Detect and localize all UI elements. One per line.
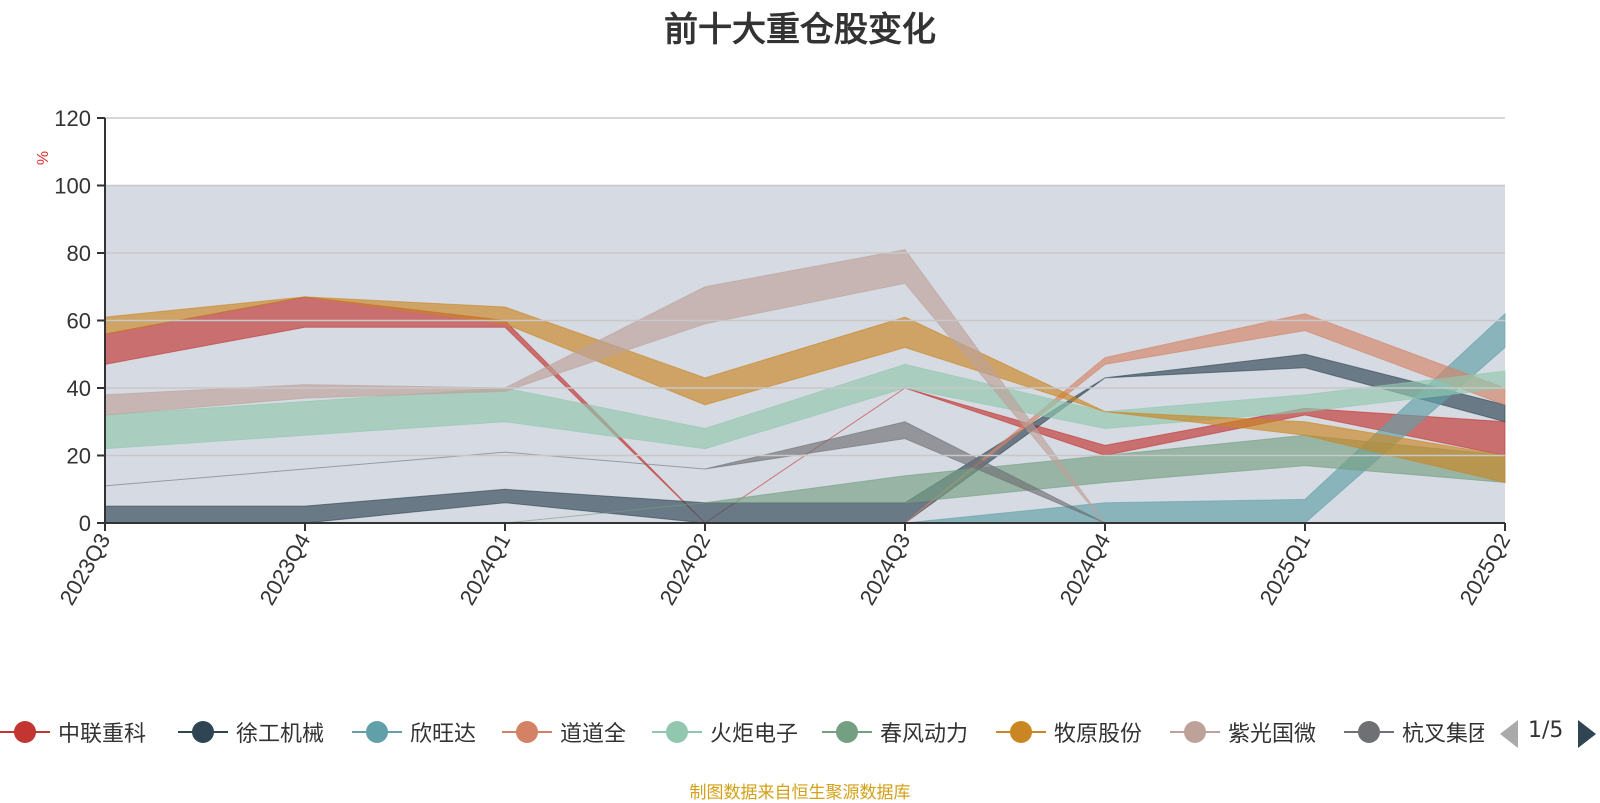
y-unit-label: %: [35, 151, 52, 165]
legend-page-indicator: 1/5: [1528, 718, 1564, 743]
legend-prev-page-button[interactable]: [1500, 720, 1518, 748]
y-tick-label-2: 40: [67, 376, 91, 401]
x-tick-label-4: 2024Q3: [855, 529, 916, 609]
chart-plot: 0 20 40 60 80 100 120 2023Q3 2023Q4 2024Q1 2024Q2…: [35, 106, 1516, 609]
legend-item-6[interactable]: 牧原股份: [996, 712, 1142, 752]
legend-item-5[interactable]: 春风动力: [822, 712, 968, 752]
legend-marker-icon: [352, 720, 402, 744]
x-axis: 2023Q3 2023Q4 2024Q1 2024Q2 2024Q3 2024Q4 2025…: [55, 522, 1516, 609]
y-tick-label-6: 120: [54, 106, 91, 131]
legend-items: 中联重科 徐工机械 欣旺达 道道全 火炬电子 春风动力 牧原股份 紫光国微 杭叉集团: [0, 712, 1484, 752]
legend-item-3[interactable]: 道道全: [502, 712, 626, 752]
area-series-6: [104, 296, 1506, 484]
legend-label: 紫光国微: [1228, 722, 1317, 747]
legend-item-4[interactable]: 火炬电子: [652, 712, 798, 752]
legend-item-8[interactable]: 杭叉集团: [1344, 712, 1484, 752]
x-tick-label-7: 2025Q2: [1455, 529, 1516, 609]
legend-marker-icon: [502, 720, 552, 744]
x-tick-label-2: 2024Q1: [455, 529, 516, 609]
legend-marker-icon: [1344, 720, 1394, 744]
area-series-1: [104, 353, 1506, 524]
legend-item-2[interactable]: 欣旺达: [352, 712, 476, 752]
legend-marker-icon: [1170, 720, 1220, 744]
legend-label: 道道全: [560, 722, 627, 747]
legend-item-0[interactable]: 中联重科: [0, 712, 146, 752]
x-tick-label-1: 2023Q4: [255, 529, 316, 609]
legend-label: 火炬电子: [710, 722, 799, 747]
legend-label: 杭叉集团: [1402, 722, 1484, 747]
legend-label: 春风动力: [880, 722, 969, 747]
legend-item-7[interactable]: 紫光国微: [1170, 712, 1316, 752]
legend-marker-icon: [822, 720, 872, 744]
x-tick-label-0: 2023Q3: [55, 529, 116, 609]
x-tick-label-6: 2025Q1: [1255, 529, 1316, 609]
y-tick-label-5: 100: [54, 174, 91, 199]
legend-label: 欣旺达: [410, 722, 477, 747]
y-axis: 0 20 40 60 80 100 120: [54, 106, 106, 536]
area-series-8: [104, 421, 1505, 524]
legend-label: 中联重科: [58, 722, 147, 747]
legend-item-1[interactable]: 徐工机械: [178, 712, 324, 752]
chart-gridlines: [105, 117, 1505, 457]
legend-marker-icon: [996, 720, 1046, 744]
y-tick-label-4: 80: [67, 241, 91, 266]
legend-next-page-button[interactable]: [1578, 720, 1596, 748]
x-tick-label-5: 2024Q4: [1055, 529, 1116, 609]
legend-marker-icon: [178, 720, 228, 744]
legend-marker-icon: [0, 720, 50, 744]
source-note: 制图数据来自恒生聚源数据库: [689, 783, 911, 803]
y-tick-label-1: 20: [67, 444, 91, 469]
y-tick-label-3: 60: [67, 309, 91, 334]
legend-label: 徐工机械: [236, 722, 325, 747]
y-tick-label-0: 0: [79, 511, 91, 536]
legend-marker-icon: [652, 720, 702, 744]
x-tick-label-3: 2024Q2: [655, 529, 716, 609]
chart-title: 前十大重仓股变化: [664, 10, 936, 50]
legend: 中联重科 徐工机械 欣旺达 道道全 火炬电子 春风动力 牧原股份 紫光国微 杭叉集团: [0, 712, 1600, 752]
legend-label: 牧原股份: [1054, 722, 1143, 747]
